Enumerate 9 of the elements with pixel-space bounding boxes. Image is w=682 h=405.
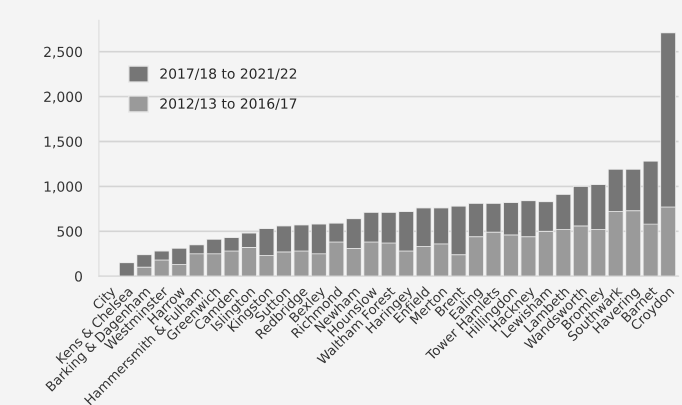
y-tick-label: 500 — [57, 226, 82, 237]
legend-label: 2017/18 to 2021/22 — [160, 68, 296, 80]
y-tick-label: 0 — [74, 271, 82, 282]
legend-label: 2012/13 to 2016/17 — [160, 98, 296, 110]
y-tick-label: 1,000 — [44, 181, 82, 194]
y-tick-label: 2,000 — [44, 92, 82, 104]
bar — [118, 262, 135, 276]
y-tick-label: 1,500 — [44, 136, 82, 148]
y-tick-label: 2,500 — [44, 46, 82, 59]
